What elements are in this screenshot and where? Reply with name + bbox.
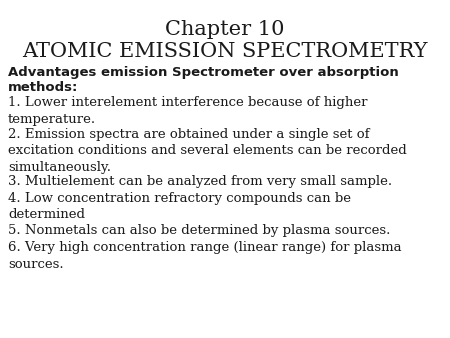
Text: methods:: methods: xyxy=(8,81,78,94)
Text: 5. Nonmetals can also be determined by plasma sources.: 5. Nonmetals can also be determined by p… xyxy=(8,224,391,237)
Text: ATOMIC EMISSION SPECTROMETRY: ATOMIC EMISSION SPECTROMETRY xyxy=(22,42,428,61)
Text: 1. Lower interelement interference because of higher
temperature.: 1. Lower interelement interference becau… xyxy=(8,96,368,125)
Text: Advantages emission Spectrometer over absorption: Advantages emission Spectrometer over ab… xyxy=(8,66,399,79)
Text: Chapter 10: Chapter 10 xyxy=(165,20,285,39)
Text: 3. Multielement can be analyzed from very small sample.: 3. Multielement can be analyzed from ver… xyxy=(8,175,392,188)
Text: 2. Emission spectra are obtained under a single set of
excitation conditions and: 2. Emission spectra are obtained under a… xyxy=(8,128,407,174)
Text: 4. Low concentration refractory compounds can be
determined: 4. Low concentration refractory compound… xyxy=(8,192,351,221)
Text: 6. Very high concentration range (linear range) for plasma
sources.: 6. Very high concentration range (linear… xyxy=(8,241,401,270)
